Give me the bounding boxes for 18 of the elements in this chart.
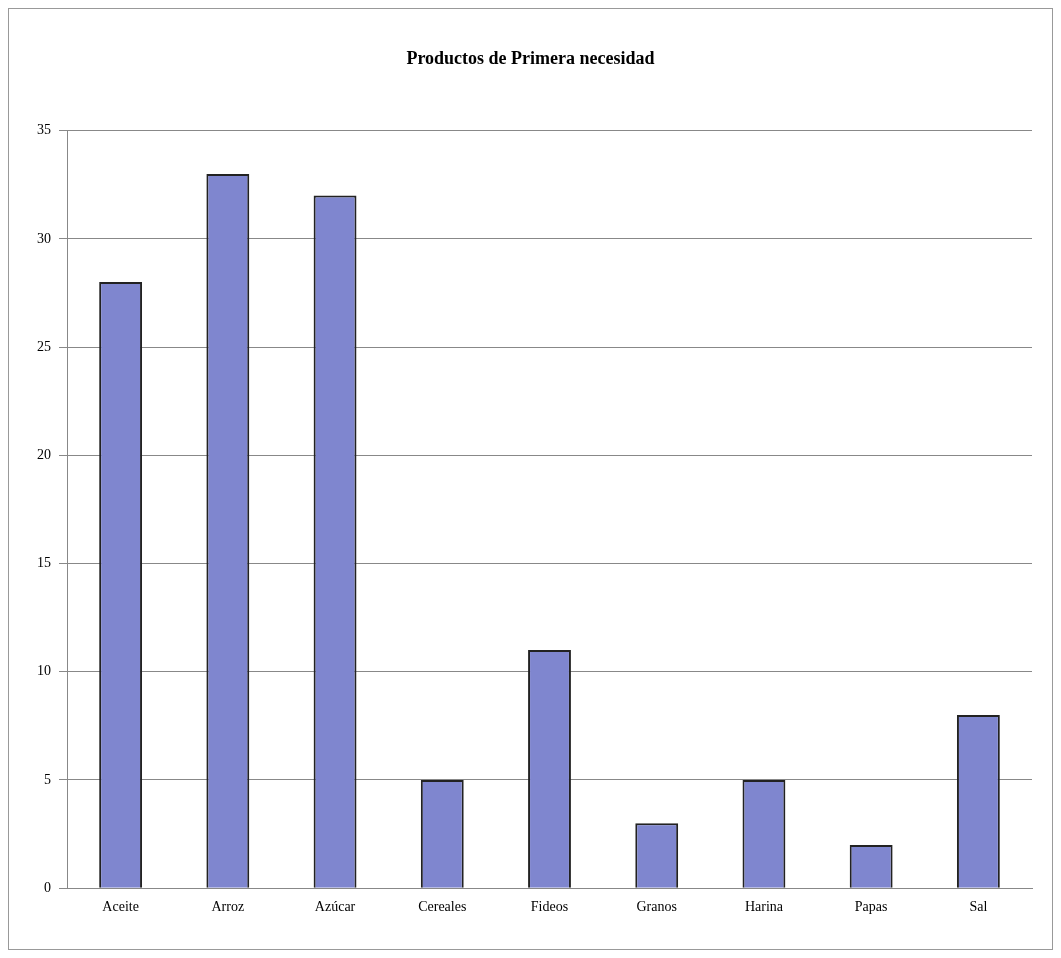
chart-title: Productos de Primera necesidad (406, 48, 655, 69)
x-tick-label: Aceite (102, 899, 139, 915)
y-tick-label: 15 (37, 555, 51, 571)
x-tick-label: Cereales (418, 899, 467, 915)
x-tick-label: Fideos (530, 899, 569, 915)
y-tick-label: 20 (37, 446, 51, 462)
y-tick-label: 10 (37, 663, 51, 679)
x-tick-label: Sal (969, 899, 988, 915)
y-tick-label: 0 (44, 879, 51, 895)
y-tick-label: 30 (37, 230, 51, 246)
x-tick-label: Papas (854, 899, 888, 915)
x-tick-label: Azúcar (314, 899, 356, 915)
x-tick-label: Granos (636, 899, 677, 915)
x-tick-label: Harina (744, 899, 784, 915)
y-tick-label: 5 (44, 771, 51, 787)
y-tick-label: 35 (37, 122, 51, 138)
x-tick-label: Arroz (211, 899, 245, 915)
y-tick-label: 25 (37, 338, 51, 354)
